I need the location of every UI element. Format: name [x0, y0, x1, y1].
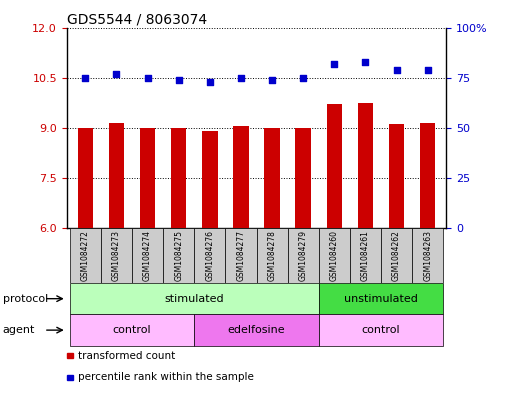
- Text: agent: agent: [3, 325, 35, 335]
- Bar: [264, 128, 280, 228]
- Text: control: control: [113, 325, 151, 335]
- Text: unstimulated: unstimulated: [344, 294, 418, 304]
- Bar: [420, 123, 436, 228]
- Text: percentile rank within the sample: percentile rank within the sample: [78, 372, 254, 382]
- Point: [81, 75, 89, 81]
- Bar: [70, 314, 194, 346]
- Text: transformed count: transformed count: [78, 351, 176, 361]
- Text: edelfosine: edelfosine: [228, 325, 285, 335]
- Bar: [194, 228, 225, 283]
- Bar: [132, 228, 163, 283]
- Bar: [140, 128, 155, 228]
- Point: [299, 75, 307, 81]
- Bar: [319, 228, 350, 283]
- Bar: [319, 314, 443, 346]
- Bar: [171, 128, 187, 228]
- Bar: [256, 228, 288, 283]
- Bar: [70, 228, 101, 283]
- Bar: [319, 283, 443, 314]
- Point: [268, 77, 276, 83]
- Text: GSM1084260: GSM1084260: [330, 230, 339, 281]
- Bar: [326, 105, 342, 228]
- Text: GSM1084276: GSM1084276: [205, 230, 214, 281]
- Point: [206, 79, 214, 85]
- Bar: [101, 228, 132, 283]
- Text: stimulated: stimulated: [165, 294, 224, 304]
- Bar: [350, 228, 381, 283]
- Text: GSM1084279: GSM1084279: [299, 230, 308, 281]
- Bar: [109, 123, 124, 228]
- Text: GSM1084261: GSM1084261: [361, 230, 370, 281]
- Point: [361, 59, 369, 65]
- Bar: [202, 131, 218, 228]
- Point: [237, 75, 245, 81]
- Text: GSM1084262: GSM1084262: [392, 230, 401, 281]
- Point: [424, 66, 432, 73]
- Bar: [288, 228, 319, 283]
- Text: GSM1084277: GSM1084277: [236, 230, 245, 281]
- Text: GSM1084278: GSM1084278: [268, 230, 277, 281]
- Point: [144, 75, 152, 81]
- Bar: [358, 103, 373, 228]
- Text: GDS5544 / 8063074: GDS5544 / 8063074: [67, 12, 207, 26]
- Bar: [225, 228, 256, 283]
- Text: GSM1084272: GSM1084272: [81, 230, 90, 281]
- Bar: [194, 314, 319, 346]
- Point: [330, 61, 339, 67]
- Text: control: control: [362, 325, 400, 335]
- Text: GSM1084263: GSM1084263: [423, 230, 432, 281]
- Bar: [412, 228, 443, 283]
- Point: [392, 66, 401, 73]
- Bar: [163, 228, 194, 283]
- Text: protocol: protocol: [3, 294, 48, 304]
- Bar: [233, 126, 249, 228]
- Point: [112, 70, 121, 77]
- Text: GSM1084274: GSM1084274: [143, 230, 152, 281]
- Bar: [389, 125, 404, 228]
- Text: GSM1084273: GSM1084273: [112, 230, 121, 281]
- Point: [174, 77, 183, 83]
- Bar: [295, 128, 311, 228]
- Bar: [77, 128, 93, 228]
- Bar: [70, 283, 319, 314]
- Text: GSM1084275: GSM1084275: [174, 230, 183, 281]
- Bar: [381, 228, 412, 283]
